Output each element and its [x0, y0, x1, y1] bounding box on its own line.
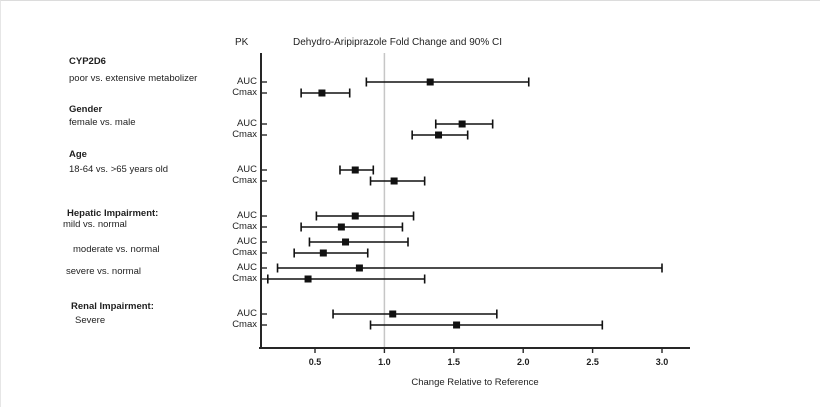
- subgroup-label: Severe: [75, 315, 106, 326]
- subgroup-label: mild vs. normal: [63, 219, 127, 230]
- pk-row-label: AUC: [236, 236, 257, 247]
- pk-column-header: PK: [235, 37, 249, 48]
- point-estimate-marker: [435, 131, 443, 139]
- point-estimate-marker: [458, 120, 466, 128]
- pk-row-label: AUC: [236, 210, 257, 221]
- point-estimate-marker: [426, 78, 434, 86]
- pk-row-label: AUC: [236, 308, 257, 319]
- subgroup-label: moderate vs. normal: [73, 244, 160, 255]
- pk-row-label: Cmax: [232, 221, 257, 232]
- x-axis-label: Change Relative to Reference: [411, 377, 539, 388]
- section-heading: Age: [69, 149, 87, 160]
- x-tick-label: 1.0: [378, 357, 391, 367]
- pk-row-label: AUC: [236, 262, 257, 273]
- point-estimate-marker: [453, 321, 461, 329]
- pk-row-label: Cmax: [232, 247, 257, 258]
- point-estimate-marker: [389, 310, 397, 318]
- x-tick-label: 1.5: [448, 357, 461, 367]
- point-estimate-marker: [351, 212, 359, 220]
- point-estimate-marker: [351, 166, 359, 174]
- x-tick-label: 3.0: [656, 357, 669, 367]
- point-estimate-marker: [318, 89, 326, 97]
- section-heading: Renal Impairment:: [71, 301, 154, 312]
- pk-row-label: Cmax: [232, 129, 257, 140]
- pk-row-label: AUC: [236, 76, 257, 87]
- subgroup-label: female vs. male: [69, 117, 136, 128]
- x-tick-label: 0.5: [309, 357, 322, 367]
- pk-row-label: Cmax: [232, 175, 257, 186]
- point-estimate-marker: [304, 275, 312, 283]
- pk-row-label: Cmax: [232, 87, 257, 98]
- x-tick-label: 2.0: [517, 357, 530, 367]
- point-estimate-marker: [337, 223, 345, 231]
- point-estimate-marker: [390, 177, 398, 185]
- section-heading: CYP2D6: [69, 56, 106, 67]
- point-estimate-marker: [342, 238, 350, 246]
- pk-row-label: AUC: [236, 118, 257, 129]
- pk-row-label: Cmax: [232, 319, 257, 330]
- subgroup-label: severe vs. normal: [66, 266, 141, 277]
- pk-row-label: Cmax: [232, 273, 257, 284]
- point-estimate-marker: [355, 264, 363, 272]
- section-heading: Gender: [69, 104, 103, 115]
- pk-row-label: AUC: [236, 164, 257, 175]
- chart-title: Dehydro-Aripiprazole Fold Change and 90%…: [293, 37, 503, 48]
- subgroup-label: poor vs. extensive metabolizer: [69, 73, 198, 84]
- section-heading: Hepatic Impairment:: [67, 208, 159, 219]
- x-tick-label: 2.5: [586, 357, 599, 367]
- point-estimate-marker: [319, 249, 327, 257]
- subgroup-label: 18-64 vs. >65 years old: [69, 164, 169, 175]
